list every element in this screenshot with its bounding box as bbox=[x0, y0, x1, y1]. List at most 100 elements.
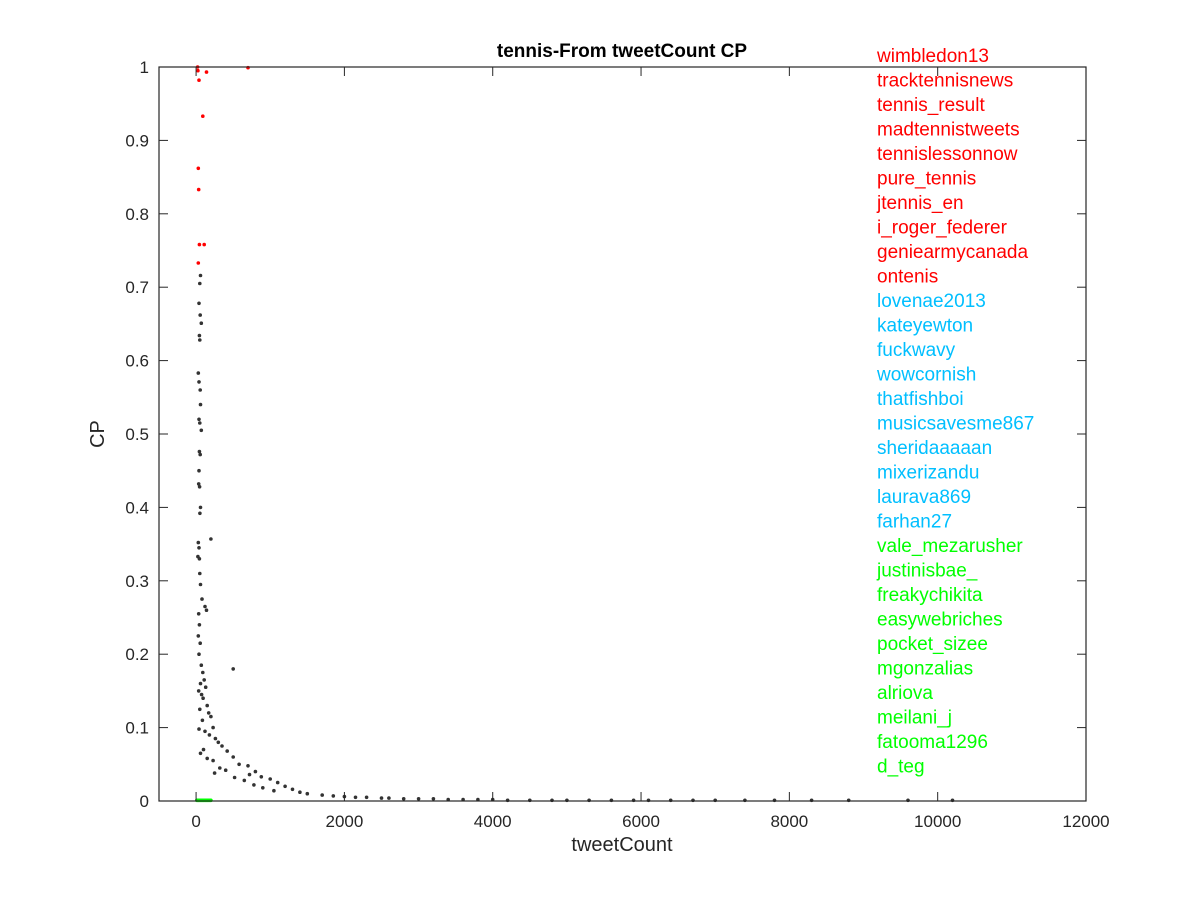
data-point bbox=[204, 70, 209, 74]
user-label: i_roger_federer bbox=[877, 218, 1008, 239]
data-point bbox=[387, 796, 391, 800]
y-tick-label: 0.6 bbox=[125, 352, 149, 371]
data-point bbox=[198, 281, 202, 286]
data-point bbox=[199, 428, 204, 433]
y-tick-label: 0.5 bbox=[125, 425, 149, 444]
x-tick-label: 4000 bbox=[474, 812, 512, 831]
user-label: thatfishboi bbox=[877, 389, 964, 410]
data-point bbox=[198, 421, 202, 425]
user-label: wimbledon13 bbox=[876, 46, 989, 67]
data-point bbox=[198, 582, 203, 587]
data-point bbox=[197, 652, 201, 656]
data-point bbox=[207, 733, 212, 737]
data-point bbox=[203, 685, 208, 689]
data-point bbox=[202, 678, 206, 682]
data-point bbox=[259, 775, 264, 779]
data-point bbox=[196, 689, 201, 693]
data-point bbox=[247, 772, 252, 777]
data-point bbox=[220, 744, 224, 748]
x-tick-label: 8000 bbox=[770, 812, 808, 831]
data-point bbox=[218, 766, 222, 770]
data-point bbox=[196, 68, 200, 73]
user-label: alriova bbox=[877, 683, 933, 704]
user-label: tennis_result bbox=[877, 95, 985, 116]
data-point bbox=[353, 795, 358, 800]
user-label: fatooma1296 bbox=[877, 732, 988, 753]
data-point bbox=[201, 696, 205, 700]
chart-title: tennis-From tweetCount CP bbox=[497, 41, 747, 62]
data-point bbox=[197, 449, 202, 454]
data-point bbox=[198, 388, 202, 392]
data-point bbox=[198, 751, 203, 756]
data-point bbox=[246, 764, 250, 768]
user-label: wowcornish bbox=[876, 365, 976, 386]
data-point bbox=[379, 796, 384, 800]
y-tick-label: 0.4 bbox=[125, 498, 149, 517]
data-point bbox=[196, 612, 201, 616]
data-point bbox=[305, 791, 310, 796]
data-point bbox=[197, 468, 201, 473]
data-point bbox=[364, 795, 369, 800]
y-tick-label: 0 bbox=[140, 792, 149, 811]
data-point bbox=[196, 166, 201, 171]
data-point bbox=[198, 681, 203, 686]
data-point bbox=[198, 707, 202, 712]
y-tick-label: 0.8 bbox=[125, 205, 149, 224]
data-point bbox=[320, 793, 325, 797]
data-point bbox=[203, 604, 207, 609]
user-label: pocket_sizee bbox=[877, 634, 988, 655]
x-axis-title: tweetCount bbox=[571, 834, 673, 856]
user-label: geniearmycanada bbox=[877, 242, 1028, 263]
data-point bbox=[401, 797, 406, 801]
y-tick-label: 0.9 bbox=[125, 131, 149, 150]
data-point bbox=[416, 797, 421, 801]
data-point bbox=[196, 540, 201, 545]
data-point bbox=[216, 740, 221, 745]
data-point bbox=[268, 777, 273, 781]
data-point bbox=[198, 452, 202, 457]
user-label: lovenae2013 bbox=[877, 291, 986, 312]
user-label: jtennis_en bbox=[876, 193, 964, 214]
data-point bbox=[201, 747, 206, 752]
data-point bbox=[198, 313, 202, 317]
data-point bbox=[275, 780, 280, 785]
user-label: farhan27 bbox=[877, 512, 952, 533]
user-label: tennislessonnow bbox=[877, 144, 1018, 165]
user-labels: wimbledon13 tracktennisnews tennis_resultm… bbox=[876, 46, 1034, 778]
data-point bbox=[209, 714, 213, 719]
user-label: meilani_j bbox=[877, 708, 952, 729]
data-point bbox=[298, 790, 302, 794]
y-tick-label: 1 bbox=[140, 58, 149, 77]
x-tick-label: 0 bbox=[191, 812, 200, 831]
user-label: sheridaaaaan bbox=[877, 438, 992, 459]
data-point bbox=[225, 749, 229, 753]
data-point bbox=[198, 273, 203, 278]
data-point bbox=[211, 758, 215, 763]
data-point bbox=[231, 667, 235, 671]
x-tick-label: 12000 bbox=[1062, 812, 1109, 831]
data-point bbox=[198, 571, 202, 576]
plot-area bbox=[159, 67, 1086, 801]
data-point bbox=[197, 485, 202, 489]
data-point bbox=[242, 778, 247, 783]
axis-ticks: 0 2000 4000 6000 8000 10000 12000 0 0.1 0.2 0.3 0.4… bbox=[125, 58, 1109, 831]
data-point bbox=[213, 736, 218, 741]
data-point bbox=[253, 769, 258, 774]
data-point bbox=[199, 663, 204, 667]
user-label: laurava869 bbox=[877, 487, 971, 508]
data-point bbox=[198, 641, 202, 645]
y-tick-label: 0.3 bbox=[125, 572, 149, 591]
data-point bbox=[197, 301, 201, 306]
data-point bbox=[206, 711, 211, 715]
data-point bbox=[196, 634, 201, 638]
user-label: musicsavesme867 bbox=[877, 414, 1034, 435]
data-point bbox=[200, 718, 205, 723]
user-label: kateyewton bbox=[877, 316, 973, 337]
x-tick-label: 6000 bbox=[622, 812, 660, 831]
user-label: tracktennisnews bbox=[877, 71, 1013, 92]
data-point bbox=[197, 557, 202, 561]
data-point bbox=[198, 505, 203, 510]
data-point bbox=[203, 729, 207, 734]
data-point bbox=[204, 608, 209, 612]
data-point bbox=[199, 692, 204, 697]
